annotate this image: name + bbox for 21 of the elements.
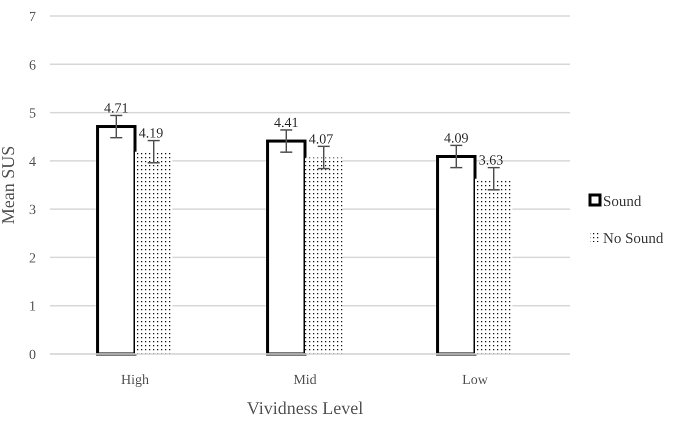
- y-tick-label: 3: [29, 203, 36, 218]
- data-label: 3.63: [478, 154, 504, 169]
- data-label: 4.09: [444, 132, 469, 147]
- y-axis-title: Mean SUS: [0, 146, 18, 224]
- x-tick-label: Mid: [293, 373, 317, 388]
- legend-label: Sound: [603, 194, 642, 210]
- x-axis-title: Vividness Level: [246, 398, 364, 418]
- legend-label: No Sound: [603, 231, 664, 247]
- data-label: 4.19: [138, 126, 164, 142]
- y-tick-label: 1: [29, 300, 36, 315]
- data-label: 4.07: [308, 132, 334, 148]
- data-label: 4.71: [104, 102, 129, 117]
- y-tick-label: 6: [29, 58, 36, 74]
- y-tick-label: 0: [29, 348, 36, 363]
- y-tick-label: 5: [29, 106, 36, 122]
- y-tick-label: 7: [29, 10, 36, 25]
- x-tick-label: Low: [462, 373, 489, 388]
- data-label: 4.41: [274, 116, 299, 132]
- y-tick-label: 2: [29, 251, 36, 266]
- y-tick-label: 4: [29, 154, 36, 170]
- x-tick-label: High: [121, 373, 149, 388]
